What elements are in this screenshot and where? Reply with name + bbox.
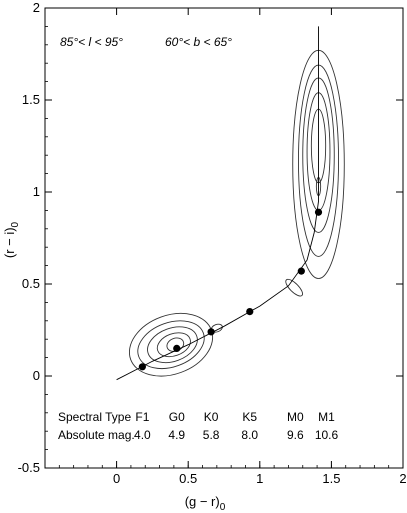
contour-line bbox=[137, 320, 205, 370]
absolute-mag-value: 9.6 bbox=[287, 428, 304, 442]
spectral-type-label: Spectral Type bbox=[58, 410, 131, 424]
y-tick-label: 0.5 bbox=[22, 276, 40, 291]
svg-text:(g − r)0: (g − r)0 bbox=[185, 494, 226, 513]
spectral-type-value: K5 bbox=[242, 410, 257, 424]
y-tick-label: 2 bbox=[33, 0, 40, 15]
x-tick-label: 0.5 bbox=[179, 471, 197, 486]
spectral-type-value: K0 bbox=[204, 410, 219, 424]
absolute-mag-value: 10.6 bbox=[315, 428, 339, 442]
plot-border bbox=[44, 7, 404, 469]
data-point bbox=[207, 328, 215, 336]
y-axis-label: (r − i)0 bbox=[2, 221, 21, 258]
y-axis-label-main: (r − i) bbox=[2, 227, 17, 258]
y-axis-ticks: -0.5 0 0.5 1 1.5 2 bbox=[18, 0, 403, 475]
contour-line bbox=[156, 332, 191, 358]
x-axis-label: (g − r)0 bbox=[185, 494, 226, 513]
x-tick-label: 1 bbox=[256, 471, 263, 486]
y-tick-label: -0.5 bbox=[18, 460, 40, 475]
x-tick-label: 0 bbox=[113, 471, 120, 486]
x-axis-label-sub: 0 bbox=[220, 502, 226, 513]
data-point bbox=[314, 208, 323, 216]
spectral-type-value: G0 bbox=[169, 410, 185, 424]
y-tick-label: 1 bbox=[33, 184, 40, 199]
contour-line bbox=[147, 326, 198, 364]
x-axis-ticks: 0 0.5 1 1.5 2 bbox=[44, 8, 407, 486]
absolute-mag-value: 8.0 bbox=[241, 428, 258, 442]
x-axis-label-main: (g − r) bbox=[185, 494, 220, 509]
spectral-table: Spectral Type Absolute mag.F1 4.0 G0 4.9 K0 5.… bbox=[58, 410, 339, 442]
annotation-b-range: 60°< b < 65° bbox=[165, 35, 232, 49]
spectral-type-value: F1 bbox=[135, 410, 149, 424]
y-tick-label: 1.5 bbox=[22, 92, 40, 107]
data-point bbox=[138, 363, 146, 371]
spectral-type-value: M1 bbox=[318, 410, 335, 424]
locus-line bbox=[116, 26, 319, 381]
stellar-locus bbox=[116, 26, 319, 381]
x-tick-label: 2 bbox=[399, 471, 406, 486]
data-point bbox=[173, 344, 181, 352]
y-axis-label-sub: 0 bbox=[10, 221, 21, 227]
x-tick-label: 1.5 bbox=[322, 471, 340, 486]
data-point bbox=[297, 267, 305, 275]
absolute-mag-value: 5.8 bbox=[203, 428, 220, 442]
density-contours bbox=[128, 49, 345, 377]
annotation-l-range: 85°< l < 95° bbox=[60, 35, 123, 49]
data-point bbox=[246, 308, 254, 316]
absolute-mag-value: 4.9 bbox=[168, 428, 185, 442]
contour-line bbox=[128, 312, 214, 377]
data-points bbox=[138, 208, 323, 371]
absolute-mag-label: Absolute mag. bbox=[58, 428, 135, 442]
spectral-type-value: M0 bbox=[287, 410, 304, 424]
svg-text:(r − i)0: (r − i)0 bbox=[2, 221, 21, 258]
absolute-mag-value: 4.0 bbox=[134, 428, 151, 442]
contour-line bbox=[285, 278, 303, 297]
plot-frame bbox=[44, 7, 404, 469]
y-tick-label: 0 bbox=[33, 368, 40, 383]
